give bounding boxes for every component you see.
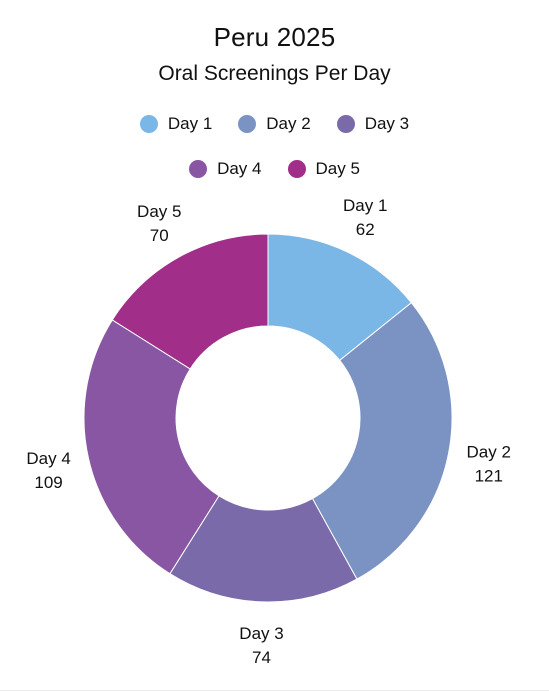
slice-category-day-1: Day 1	[343, 196, 387, 215]
legend-item-day-3: Day 3	[336, 114, 410, 134]
slice-day-4	[83, 319, 220, 575]
slice-value-day-5: 70	[150, 226, 169, 245]
donut-slices	[83, 233, 453, 603]
legend-swatch-day-5	[287, 160, 306, 178]
slice-label-day-2: Day 2 121	[467, 442, 511, 485]
legend-swatch-day-2	[238, 115, 257, 133]
legend-label-day-3: Day 3	[364, 114, 410, 133]
legend-item-day-2: Day 2	[238, 114, 311, 134]
slice-label-day-5: Day 5 70	[137, 202, 181, 245]
chart-subtitle: Oral Screenings Per Day	[158, 62, 391, 85]
slice-day-5	[111, 233, 269, 370]
slice-value-day-4: 109	[34, 473, 62, 492]
slice-day-3	[169, 495, 358, 603]
slice-category-day-5: Day 5	[137, 202, 181, 221]
donut-labels: Day 1 62 Day 2 121 Day 3 74 Day 4 109 Day 5 70	[26, 196, 511, 667]
slice-label-day-3: Day 3 74	[239, 624, 283, 667]
legend-label-day-2: Day 2	[266, 114, 311, 133]
legend-item-day-1: Day 1	[139, 114, 213, 134]
chart-title: Peru 2025	[213, 22, 336, 52]
legend-swatch-day-1	[139, 115, 158, 133]
legend-label-day-4: Day 4	[217, 159, 262, 178]
legend-row-1: Day 1 Day 2 Day 3	[0, 114, 549, 134]
legend-row-2: Day 4 Day 5	[0, 159, 549, 179]
legend-label-day-1: Day 1	[167, 114, 213, 133]
legend-swatch-day-4	[189, 160, 208, 178]
slice-label-day-1: Day 1 62	[343, 196, 387, 239]
slice-value-day-2: 121	[475, 466, 503, 485]
slice-category-day-4: Day 4	[26, 449, 70, 468]
page-edge-line	[0, 690, 549, 691]
slice-value-day-1: 62	[356, 220, 375, 239]
slice-category-day-3: Day 3	[239, 624, 283, 643]
slice-label-day-4: Day 4 109	[26, 449, 70, 492]
legend-label-day-5: Day 5	[315, 159, 360, 178]
slice-value-day-3: 74	[252, 648, 271, 667]
slice-day-2	[311, 301, 453, 580]
legend-item-day-5: Day 5	[287, 159, 360, 179]
legend-item-day-4: Day 4	[189, 159, 262, 179]
legend-swatch-day-3	[336, 115, 355, 133]
slice-category-day-2: Day 2	[467, 442, 511, 461]
